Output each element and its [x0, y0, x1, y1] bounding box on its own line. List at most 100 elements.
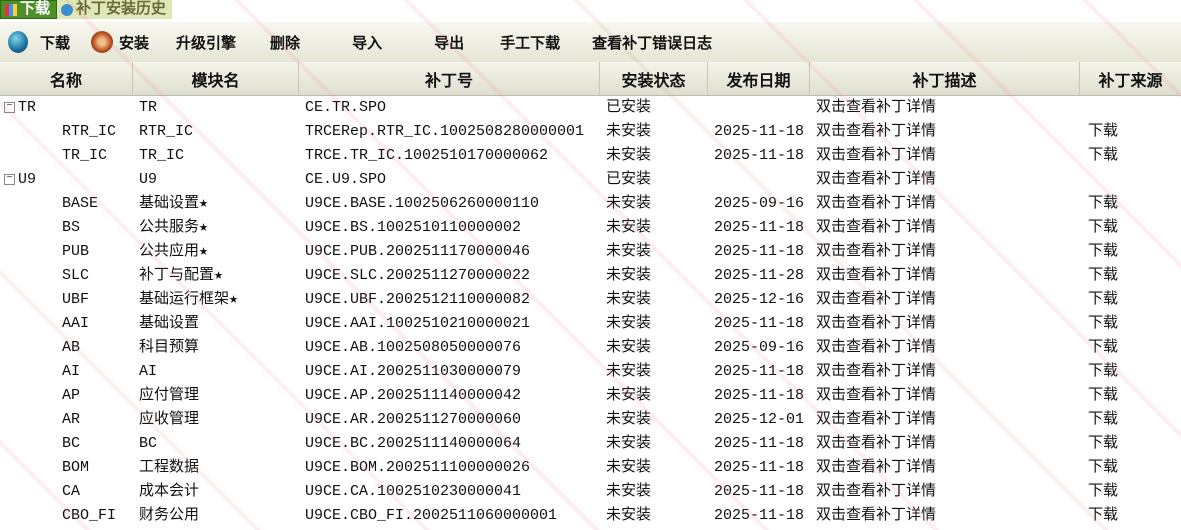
cell-release-date: 2025-09-16	[708, 336, 810, 360]
cell-patch-number-text: U9CE.SLC.2002511270000022	[305, 267, 531, 284]
cell-patch-number-text: U9CE.AR.2002511270000060	[305, 411, 522, 428]
table-row[interactable]: AP 应付管理 U9CE.AP.2002511140000042 未安装 2025-11…	[0, 384, 1181, 408]
column-header-install-status[interactable]: 安装状态	[600, 62, 708, 95]
column-header-release-date[interactable]: 发布日期	[708, 62, 810, 95]
table-row[interactable]: PUB 公共应用★ U9CE.PUB.2002511170000046 未安装 2025…	[0, 240, 1181, 264]
table-row[interactable]: BOM 工程数据 U9CE.BOM.2002511100000026 未安装 2025-…	[0, 456, 1181, 480]
cell-install-status: 未安装	[600, 456, 708, 480]
install-label: 安装	[119, 35, 150, 53]
cell-install-status-text: 未安装	[606, 291, 652, 308]
cell-release-date-text: 2025-11-18	[714, 483, 805, 500]
cell-module-text: 成本会计	[139, 483, 200, 500]
cell-patch-number: U9CE.BS.1002510110000002	[299, 216, 600, 240]
download-button[interactable]: 下载	[0, 31, 85, 53]
cell-source: 下载	[1080, 120, 1181, 144]
table-row[interactable]: AB 科目预算 U9CE.AB.1002508050000076 未安装 2025-09…	[0, 336, 1181, 360]
download-label: 下载	[40, 35, 71, 53]
column-header-source[interactable]: 补丁来源	[1098, 72, 1163, 91]
cell-module-text: TR	[139, 99, 158, 116]
cell-install-status: 未安装	[600, 480, 708, 504]
cell-patch-number: U9CE.PUB.2002511170000046	[299, 240, 600, 264]
column-header-name[interactable]: 名称	[0, 62, 133, 95]
table-row[interactable]: RTR_IC RTR_IC TRCERep.RTR_IC.1002508280000…	[0, 120, 1181, 144]
table-row[interactable]: AR 应收管理 U9CE.AR.2002511270000060 未安装 2025-12…	[0, 408, 1181, 432]
gear-icon	[61, 3, 74, 16]
cell-patch-number: U9CE.AB.1002508050000076	[299, 336, 600, 360]
column-header-patch-number[interactable]: 补丁号	[299, 62, 600, 95]
cell-install-status-text: 已安装	[606, 99, 652, 116]
table-row[interactable]: CA 成本会计 U9CE.CA.1002510230000041 未安装 2025-11…	[0, 480, 1181, 504]
cell-name-text: RTR_IC	[62, 123, 117, 140]
cell-install-status-text: 未安装	[606, 243, 652, 260]
table-row[interactable]: SLC 补丁与配置★ U9CE.SLC.2002511270000022 未安装 202…	[0, 264, 1181, 288]
cell-source: 下载	[1080, 336, 1181, 360]
cell-description-text: 双击查看补丁详情	[816, 387, 937, 404]
table-row[interactable]: TR_IC TR_IC TRCE.TR_IC.1002510170000062 未安装…	[0, 144, 1181, 168]
cell-source: 下载	[1080, 240, 1181, 264]
delete-button[interactable]: 删除	[264, 32, 346, 53]
cell-source-text: 下载	[1088, 243, 1119, 260]
cell-module: RTR_IC	[133, 120, 299, 144]
cell-patch-number-text: U9CE.BASE.1002506260000110	[305, 195, 540, 212]
install-button[interactable]: 安装	[85, 31, 164, 53]
cell-patch-number-text: CE.TR.SPO	[305, 99, 387, 116]
cell-source-text: 下载	[1088, 219, 1119, 236]
cell-source: 下载	[1080, 264, 1181, 288]
cell-install-status: 未安装	[600, 504, 708, 528]
table-row[interactable]: AI AI U9CE.AI.2002511030000079 未安装 2025-11-1…	[0, 360, 1181, 384]
upgrade-engine-button[interactable]: 升级引擎	[164, 32, 264, 53]
cell-description: 双击查看补丁详情	[810, 384, 1080, 408]
table-row[interactable]: UBF 基础运行框架★ U9CE.UBF.2002512110000082 未安装 20…	[0, 288, 1181, 312]
cell-module: TR_IC	[133, 144, 299, 168]
tree-group-row[interactable]: − TR TR CE.TR.SPO 已安装 双击查看补丁详情	[0, 96, 1181, 120]
collapse-icon[interactable]: −	[4, 173, 15, 185]
cell-description: 双击查看补丁详情	[810, 312, 1080, 336]
cell-source	[1080, 168, 1181, 192]
table-row[interactable]: AAI 基础设置 U9CE.AAI.1002510210000021 未安装 2025-…	[0, 312, 1181, 336]
export-button[interactable]: 导出	[428, 32, 494, 53]
tab-label: 补丁安装历史	[76, 1, 167, 18]
export-label: 导出	[434, 35, 465, 53]
manual-download-button[interactable]: 手工下载	[494, 32, 586, 53]
table-row[interactable]: BASE 基础设置★ U9CE.BASE.1002506260000110 未安装 20…	[0, 192, 1181, 216]
cell-release-date-text: 2025-11-28	[714, 267, 805, 284]
cell-source-text: 下载	[1088, 315, 1119, 332]
import-button[interactable]: 导入	[346, 32, 428, 53]
cell-install-status: 未安装	[600, 120, 708, 144]
cell-description-text: 双击查看补丁详情	[816, 459, 937, 476]
cell-release-date: 2025-11-18	[708, 384, 810, 408]
cell-install-status: 未安装	[600, 432, 708, 456]
cell-patch-number-text: U9CE.BOM.2002511100000026	[305, 459, 531, 476]
collapse-icon[interactable]: −	[4, 101, 15, 113]
table-row[interactable]: BC BC U9CE.BC.2002511140000064 未安装 2025-11-1…	[0, 432, 1181, 456]
cell-patch-number-text: U9CE.AAI.1002510210000021	[305, 315, 531, 332]
column-header-description[interactable]: 补丁描述	[810, 62, 1080, 95]
table-row[interactable]: BS 公共服务★ U9CE.BS.1002510110000002 未安装 2025-1…	[0, 216, 1181, 240]
cell-install-status-text: 未安装	[606, 147, 652, 164]
cell-name-text: CBO_FI	[62, 507, 117, 524]
cell-module-text: TR_IC	[139, 147, 185, 164]
cell-release-date-text: 2025-11-18	[714, 363, 805, 380]
cell-name-text: AAI	[62, 315, 90, 332]
cell-patch-number-text: U9CE.AP.2002511140000042	[305, 387, 522, 404]
view-error-log-label: 查看补丁错误日志	[592, 35, 713, 53]
cell-source-text: 下载	[1088, 267, 1119, 284]
tab-download[interactable]: 下载	[0, 0, 58, 19]
cell-source: 下载	[1080, 432, 1181, 456]
cell-description: 双击查看补丁详情	[810, 120, 1080, 144]
cell-module: 基础设置★	[133, 192, 299, 216]
view-error-log-button[interactable]: 查看补丁错误日志	[586, 32, 727, 53]
table-row[interactable]: CBO_FI 财务公用 U9CE.CBO_FI.2002511060000001 未安…	[0, 504, 1181, 528]
tab-install-history[interactable]: 补丁安装历史	[57, 0, 173, 19]
download-tab-icon	[5, 3, 17, 16]
cell-release-date-text: 2025-09-16	[714, 339, 805, 356]
cell-release-date: 2025-11-18	[708, 312, 810, 336]
cell-module-text: U9	[139, 171, 158, 188]
cell-description-text: 双击查看补丁详情	[816, 507, 937, 524]
cell-name-text: AR	[62, 411, 81, 428]
cell-name: BS	[0, 216, 133, 240]
tree-group-row[interactable]: − U9 U9 CE.U9.SPO 已安装 双击查看补丁详情	[0, 168, 1181, 192]
cell-install-status: 未安装	[600, 288, 708, 312]
cell-description: 双击查看补丁详情	[810, 264, 1080, 288]
column-header-module[interactable]: 模块名	[133, 62, 299, 95]
